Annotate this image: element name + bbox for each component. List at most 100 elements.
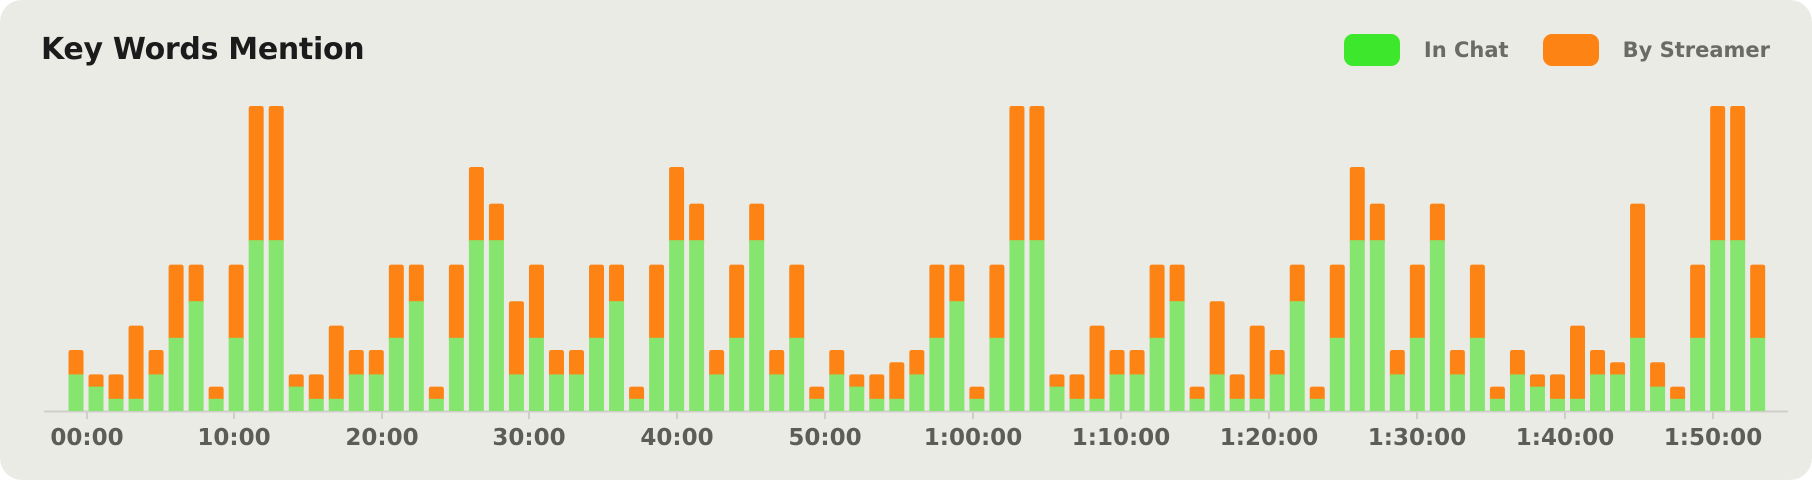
bar-by-streamer[interactable] (929, 264, 945, 340)
bar-in-chat[interactable] (1590, 374, 1606, 411)
bar-by-streamer[interactable] (1289, 264, 1305, 304)
bar-by-streamer[interactable] (849, 374, 865, 389)
bar-by-streamer[interactable] (1129, 350, 1145, 377)
bar-in-chat[interactable] (1509, 374, 1525, 411)
bar-by-streamer[interactable] (569, 350, 584, 377)
bar-in-chat[interactable] (1730, 240, 1746, 411)
bar-by-streamer[interactable] (508, 301, 524, 377)
bar-in-chat[interactable] (468, 240, 484, 411)
bar-in-chat[interactable] (388, 337, 404, 411)
bar-by-streamer[interactable] (1089, 325, 1105, 401)
bar-by-streamer[interactable] (1529, 374, 1545, 389)
bar-by-streamer[interactable] (488, 203, 504, 243)
bar-by-streamer[interactable] (328, 325, 344, 401)
bar-in-chat[interactable] (809, 398, 825, 411)
bar-in-chat[interactable] (1449, 374, 1465, 411)
bar-in-chat[interactable] (1009, 240, 1025, 411)
bar-by-streamer[interactable] (68, 350, 84, 377)
bar-in-chat[interactable] (649, 337, 665, 411)
bar-in-chat[interactable] (1209, 374, 1225, 411)
bar-in-chat[interactable] (328, 398, 344, 411)
bar-in-chat[interactable] (1329, 337, 1345, 411)
bar-by-streamer[interactable] (949, 264, 965, 304)
bar-in-chat[interactable] (1429, 240, 1445, 411)
bar-in-chat[interactable] (1690, 337, 1706, 411)
bar-in-chat[interactable] (909, 374, 925, 411)
bar-in-chat[interactable] (1610, 374, 1626, 411)
bar-in-chat[interactable] (689, 240, 705, 411)
bar-by-streamer[interactable] (1189, 386, 1205, 401)
bar-in-chat[interactable] (629, 398, 645, 411)
bar-in-chat[interactable] (1109, 374, 1125, 411)
bar-by-streamer[interactable] (428, 386, 444, 401)
bar-by-streamer[interactable] (368, 350, 384, 377)
bar-by-streamer[interactable] (709, 350, 725, 377)
bar-in-chat[interactable] (68, 374, 84, 411)
bar-by-streamer[interactable] (809, 386, 825, 401)
bar-by-streamer[interactable] (188, 264, 204, 304)
bar-by-streamer[interactable] (1549, 374, 1565, 401)
bar-by-streamer[interactable] (1610, 362, 1626, 377)
bar-in-chat[interactable] (1369, 240, 1385, 411)
bar-by-streamer[interactable] (348, 350, 364, 377)
bar-in-chat[interactable] (308, 398, 324, 411)
bar-in-chat[interactable] (1249, 398, 1265, 411)
bar-in-chat[interactable] (1710, 240, 1726, 411)
bar-by-streamer[interactable] (1149, 264, 1165, 340)
bar-by-streamer[interactable] (468, 167, 484, 243)
bar-in-chat[interactable] (1650, 386, 1666, 411)
bar-in-chat[interactable] (88, 386, 104, 411)
bar-by-streamer[interactable] (1650, 362, 1666, 389)
bar-by-streamer[interactable] (548, 350, 564, 377)
bar-by-streamer[interactable] (1329, 264, 1345, 340)
bar-in-chat[interactable] (368, 374, 384, 411)
bar-by-streamer[interactable] (448, 264, 464, 340)
bar-by-streamer[interactable] (408, 264, 424, 304)
bar-in-chat[interactable] (829, 374, 845, 411)
bar-in-chat[interactable] (1409, 337, 1425, 411)
bar-by-streamer[interactable] (248, 106, 264, 243)
bar-in-chat[interactable] (989, 337, 1005, 411)
bar-in-chat[interactable] (448, 337, 464, 411)
bar-by-streamer[interactable] (1009, 106, 1025, 243)
bar-in-chat[interactable] (1549, 398, 1565, 411)
legend-item-by-streamer[interactable]: By Streamer (1542, 34, 1770, 66)
bar-in-chat[interactable] (1029, 240, 1045, 411)
bar-in-chat[interactable] (729, 337, 745, 411)
bar-in-chat[interactable] (1670, 398, 1686, 411)
bar-by-streamer[interactable] (1670, 386, 1686, 401)
bar-in-chat[interactable] (789, 337, 805, 411)
bar-by-streamer[interactable] (528, 264, 544, 340)
bar-by-streamer[interactable] (308, 374, 324, 401)
bar-in-chat[interactable] (168, 337, 184, 411)
bar-by-streamer[interactable] (729, 264, 745, 340)
bar-in-chat[interactable] (1529, 386, 1545, 411)
bar-by-streamer[interactable] (769, 350, 785, 377)
bar-by-streamer[interactable] (1309, 386, 1325, 401)
bar-in-chat[interactable] (508, 374, 524, 411)
bar-by-streamer[interactable] (989, 264, 1005, 340)
bar-by-streamer[interactable] (388, 264, 404, 340)
bar-by-streamer[interactable] (1169, 264, 1185, 304)
bar-by-streamer[interactable] (288, 374, 304, 389)
bar-by-streamer[interactable] (148, 350, 164, 377)
bar-by-streamer[interactable] (1229, 374, 1245, 401)
bar-by-streamer[interactable] (1409, 264, 1425, 340)
bar-in-chat[interactable] (869, 398, 885, 411)
bar-by-streamer[interactable] (1710, 106, 1726, 243)
bar-in-chat[interactable] (569, 374, 584, 411)
bar-in-chat[interactable] (1269, 374, 1285, 411)
bar-in-chat[interactable] (1750, 337, 1766, 411)
bar-in-chat[interactable] (188, 301, 204, 411)
bar-by-streamer[interactable] (1429, 203, 1445, 243)
bar-in-chat[interactable] (208, 398, 224, 411)
bar-in-chat[interactable] (228, 337, 244, 411)
bar-by-streamer[interactable] (1509, 350, 1525, 377)
bar-by-streamer[interactable] (1590, 350, 1606, 377)
bar-in-chat[interactable] (148, 374, 164, 411)
bar-in-chat[interactable] (1289, 301, 1305, 411)
bar-in-chat[interactable] (1389, 374, 1405, 411)
bar-in-chat[interactable] (268, 240, 284, 411)
bar-by-streamer[interactable] (669, 167, 685, 243)
bar-by-streamer[interactable] (168, 264, 184, 340)
